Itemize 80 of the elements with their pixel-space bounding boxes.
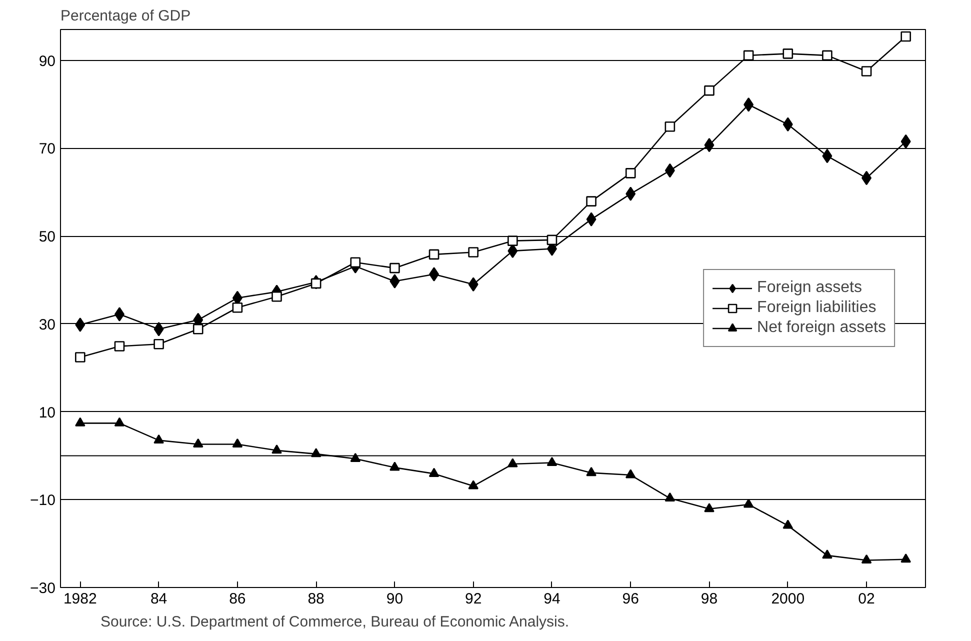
point bbox=[192, 324, 204, 334]
point bbox=[272, 444, 282, 454]
point bbox=[586, 466, 596, 476]
point bbox=[782, 48, 794, 59]
point bbox=[900, 554, 911, 563]
point bbox=[625, 168, 636, 178]
point bbox=[900, 31, 911, 42]
point bbox=[586, 212, 596, 226]
point bbox=[625, 469, 636, 478]
point bbox=[310, 278, 322, 289]
point bbox=[75, 417, 86, 426]
point bbox=[154, 338, 164, 350]
point bbox=[822, 550, 832, 559]
point bbox=[704, 138, 714, 152]
point bbox=[782, 520, 794, 529]
point bbox=[546, 234, 558, 246]
y-tick-label: 30 bbox=[38, 316, 56, 334]
x-tick-label: 86 bbox=[229, 590, 246, 608]
point bbox=[114, 341, 125, 352]
y-tick-label: 90 bbox=[38, 52, 56, 70]
point bbox=[862, 170, 872, 186]
point bbox=[822, 50, 832, 61]
point bbox=[390, 462, 400, 471]
point bbox=[154, 322, 164, 336]
point bbox=[468, 480, 478, 490]
point bbox=[664, 492, 676, 502]
x-tick-label: 84 bbox=[150, 590, 168, 608]
point bbox=[192, 438, 204, 448]
point bbox=[75, 352, 86, 362]
point bbox=[390, 274, 400, 288]
x-tick-label: 90 bbox=[386, 590, 404, 608]
point bbox=[704, 85, 714, 96]
y-tick-label: 10 bbox=[38, 404, 56, 422]
point bbox=[743, 50, 754, 61]
point bbox=[861, 554, 872, 564]
point bbox=[272, 291, 282, 302]
point bbox=[664, 163, 675, 178]
point bbox=[743, 498, 754, 508]
point bbox=[232, 438, 243, 448]
point bbox=[390, 262, 400, 274]
y-tick-label: −10 bbox=[30, 492, 56, 510]
x-tick-label: 2000 bbox=[771, 590, 805, 608]
point bbox=[664, 121, 676, 132]
legend-label: Foreign assets bbox=[757, 279, 862, 297]
x-tick-label: 88 bbox=[308, 590, 324, 608]
x-tick-label: 94 bbox=[544, 590, 560, 608]
point bbox=[822, 148, 832, 164]
point bbox=[586, 196, 596, 206]
point bbox=[232, 302, 243, 313]
point bbox=[626, 186, 636, 201]
point bbox=[782, 117, 793, 132]
x-tick-label: 02 bbox=[858, 590, 875, 608]
y-tick-label: 70 bbox=[38, 140, 56, 158]
point bbox=[861, 66, 872, 76]
point bbox=[428, 468, 440, 477]
x-tick-label: 92 bbox=[465, 590, 482, 608]
point bbox=[114, 307, 124, 322]
point bbox=[900, 134, 911, 149]
source-note: Source: U.S. Department of Commerce, Bureau of Economic Analysis. bbox=[100, 614, 570, 630]
x-tick-label: 98 bbox=[700, 590, 718, 608]
legend-label: Net foreign assets bbox=[757, 319, 886, 337]
point bbox=[350, 257, 361, 268]
legend-label: Foreign liabilities bbox=[757, 299, 876, 317]
point bbox=[429, 267, 440, 282]
y-tick-label: −30 bbox=[30, 580, 56, 597]
point bbox=[154, 434, 164, 444]
y-axis-title: Percentage of GDP bbox=[60, 8, 191, 24]
point bbox=[350, 452, 361, 462]
x-tick-label: 1982 bbox=[63, 590, 97, 608]
point bbox=[75, 318, 86, 332]
point bbox=[546, 456, 558, 466]
point bbox=[114, 417, 125, 426]
point bbox=[468, 277, 478, 292]
point bbox=[744, 97, 754, 112]
x-tick-label: 96 bbox=[622, 590, 639, 608]
point bbox=[428, 249, 440, 260]
y-tick-label: 50 bbox=[38, 228, 56, 246]
point bbox=[468, 247, 478, 258]
point bbox=[704, 503, 714, 512]
point bbox=[508, 458, 518, 468]
